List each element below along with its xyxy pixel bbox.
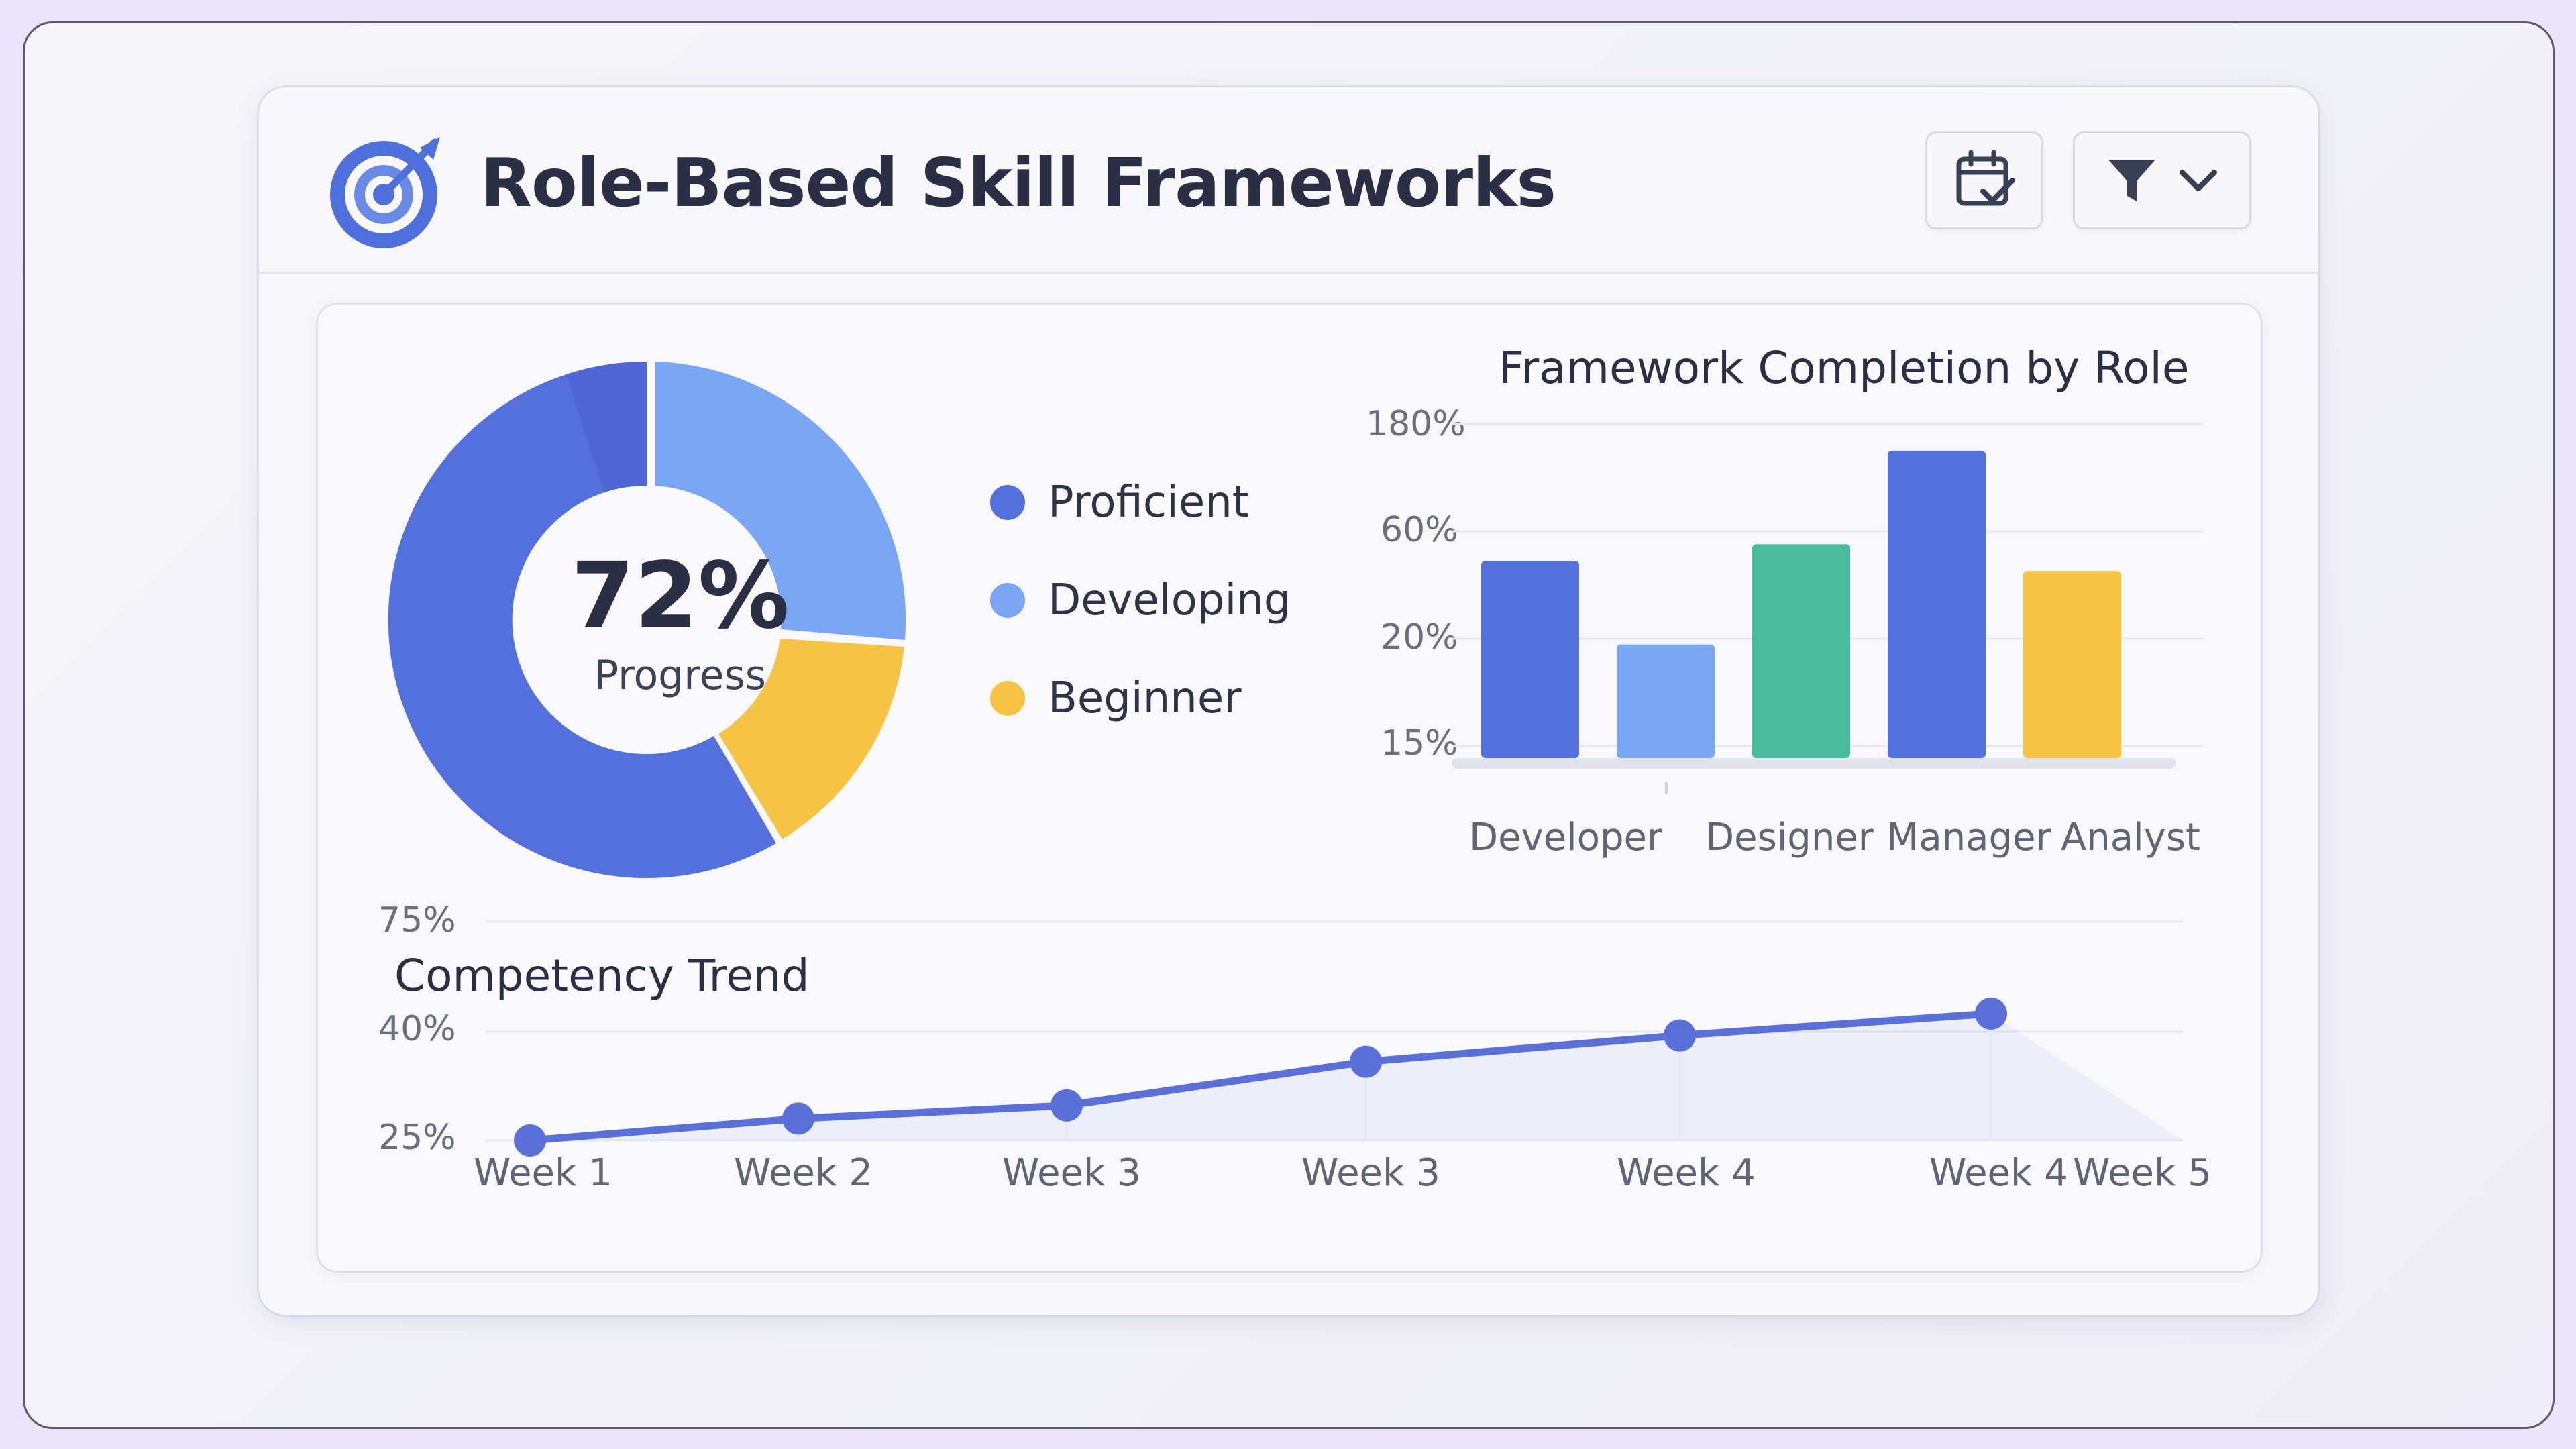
card-header: Role-Based Skill Frameworks [259,87,2318,274]
line-x-tick: Week 4 [1617,1151,1756,1195]
target-icon [330,137,440,248]
trend-line [529,1010,1992,1144]
line-x-tick: Week 3 [1301,1151,1440,1195]
charts-panel: 72% Progress Proficient Developing Begin… [318,305,2261,1271]
bar-y-tick: 15% [1381,723,1458,763]
line-area [530,1013,2183,1140]
line-x-tick: Week 1 [474,1151,612,1195]
bar-y-tick: 60% [1381,510,1458,550]
legend-item-beginner: Beginner [990,674,1242,723]
line-x-tick: Week 4 [1929,1151,2068,1195]
donut-center-value: 72% [571,543,790,649]
bar-3 [1888,450,1986,758]
bar-category-label: Manager [1886,816,2051,859]
dashboard-card: Role-Based Skill Frameworks [259,87,2318,1315]
line-y-tick: 25% [378,1118,456,1158]
donut-slice-proficient-highlight [566,361,647,492]
bar-4 [2023,571,2121,758]
legend-item-proficient: Proficient [990,478,1249,527]
legend-dot [990,583,1025,618]
trend-point-0 [514,1124,546,1157]
line-chart [486,920,2183,1157]
legend-label: Beginner [1048,674,1242,723]
legend-label: Developing [1048,576,1291,625]
trend-point-4 [1664,1019,1696,1052]
bar-chart-title: Framework Completion by Role [1499,342,2190,394]
donut-slice-proficient [388,361,776,878]
trend-point-5 [1975,997,2007,1030]
bar-category-label: Analyst [2061,816,2200,859]
bar-y-tick: 20% [1381,617,1458,657]
trend-point-1 [782,1102,814,1135]
line-x-tick: Week 5 [2073,1151,2212,1195]
line-y-tick: 75% [378,900,456,941]
bar-y-tick: 180% [1366,404,1466,444]
line-x-tick: Week 2 [734,1151,873,1195]
filter-icon [2108,160,2155,201]
trend-point-2 [1051,1089,1083,1122]
trend-point-3 [1350,1045,1382,1078]
legend-item-developing: Developing [990,576,1291,625]
bar-0 [1481,561,1579,758]
bar-category-label: Developer [1469,816,1663,859]
chevron-down-icon [2180,170,2217,191]
donut-chart [388,361,906,878]
donut-slice-developing [655,362,906,640]
bar-category-label: Designer [1705,816,1874,859]
donut-center-label: Progress [594,652,767,699]
bar-2 [1752,544,1850,758]
line-chart-title: Competency Trend [394,950,810,1002]
donut-slice-beginner [718,639,904,839]
bar-chart [1452,423,2203,794]
filter-dropdown-button[interactable] [2073,131,2251,229]
line-x-tick: Week 3 [1002,1151,1141,1195]
line-y-tick: 40% [378,1009,456,1049]
bar-1 [1617,644,1715,758]
legend-dot [990,485,1025,520]
legend-dot [990,681,1025,716]
page-title: Role-Based Skill Frameworks [480,144,1556,222]
calendar-check-icon [1956,150,2015,206]
legend-label: Proficient [1048,478,1249,527]
calendar-button[interactable] [1925,131,2043,229]
